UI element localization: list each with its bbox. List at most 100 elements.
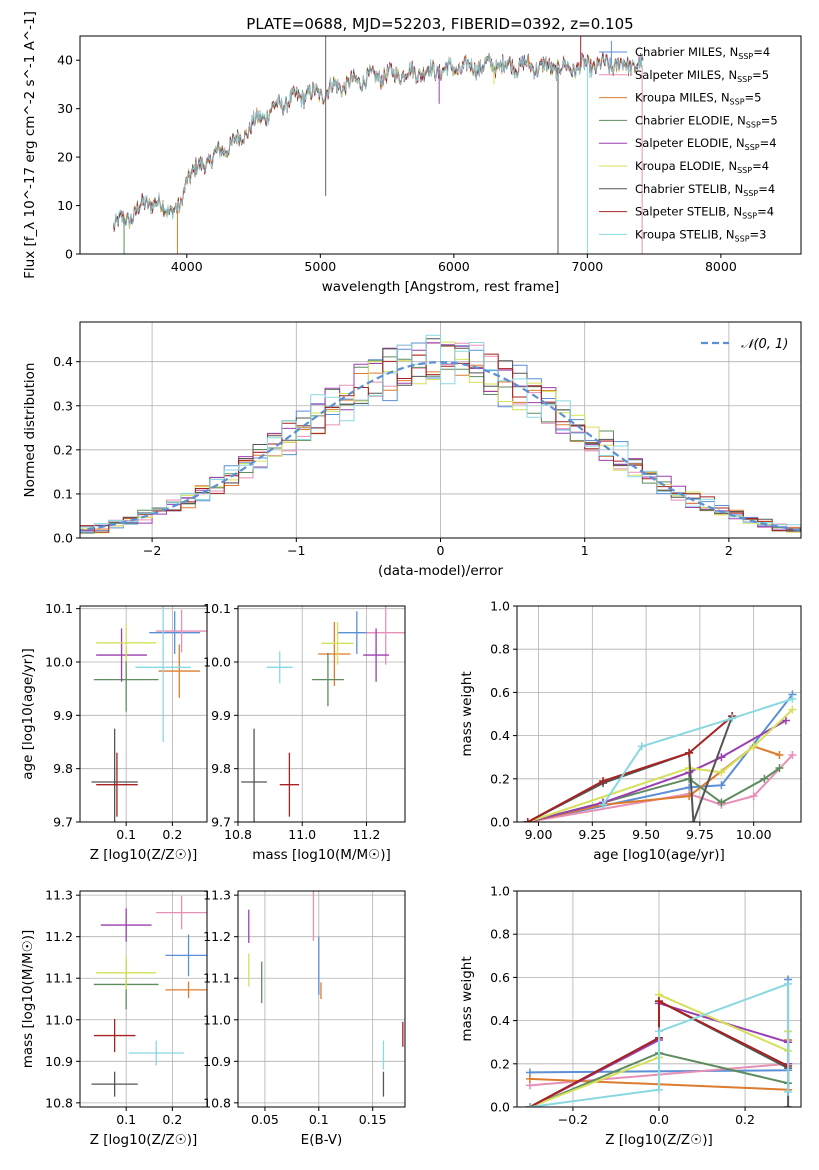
plus-marker xyxy=(784,1087,793,1096)
y-tick-label: 40 xyxy=(57,53,73,68)
errorbar-point xyxy=(165,934,207,977)
plus-marker xyxy=(781,716,790,725)
x-tick-label: 9.00 xyxy=(525,827,553,842)
y-tick-label: 1.0 xyxy=(490,884,510,899)
axes-frame xyxy=(516,605,802,823)
plus-marker xyxy=(655,997,663,1006)
axes-frame xyxy=(79,890,208,1108)
y-tick-label: 10.8 xyxy=(45,1095,73,1110)
x-tick-label: 0.2 xyxy=(162,827,182,842)
y-tick-label: 10.0 xyxy=(45,655,73,670)
legend-label: Kroupa MILES, NSSP=5 xyxy=(635,91,761,107)
y-tick-label: 9.8 xyxy=(53,761,73,776)
plus-marker xyxy=(523,818,532,822)
plus-marker xyxy=(525,1103,534,1107)
errorbar-point xyxy=(363,628,389,682)
y-tick-label: 11.1 xyxy=(203,971,231,986)
plus-marker xyxy=(717,753,726,762)
x-tick-label: −1 xyxy=(287,543,305,558)
y-tick-label: 0.0 xyxy=(490,1100,510,1115)
y-tick-label: 9.7 xyxy=(211,815,231,830)
x-tick-label: 0.1 xyxy=(309,1112,329,1127)
y-axis-label: mass weight xyxy=(459,671,475,756)
plot-area xyxy=(241,606,405,822)
y-tick-label: 9.9 xyxy=(53,708,73,723)
y-tick-label: 0.2 xyxy=(490,771,510,786)
errorbar-point xyxy=(135,606,191,742)
panel-age_vs_Z: 0.1 0.2 9.7 9.8 9.9 10.0 10.1 Z [log10(Z/Z☉)] ag… xyxy=(20,601,208,863)
y-tick-label: 10.1 xyxy=(45,601,73,616)
errorbar-point xyxy=(241,728,267,822)
errorbar-point xyxy=(96,624,157,662)
plot-area xyxy=(525,975,793,1107)
plus-marker xyxy=(775,751,784,760)
legend-label: Salpeter STELIB, NSSP=4 xyxy=(635,205,774,221)
plot-area xyxy=(91,895,207,1097)
plot-area xyxy=(113,36,644,254)
y-tick-label: 0.3 xyxy=(53,398,73,413)
y-tick-label: 0.6 xyxy=(490,685,510,700)
x-tick-label: 0.05 xyxy=(251,1112,279,1127)
axes-frame xyxy=(237,890,406,1108)
legend-label: Kroupa STELIB, NSSP=3 xyxy=(635,227,766,243)
plus-marker xyxy=(689,818,698,822)
y-tick-label: 0.8 xyxy=(490,642,510,657)
y-tick-label: 11.2 xyxy=(203,929,231,944)
y-tick-label: 11.3 xyxy=(203,888,231,903)
y-tick-label: 9.9 xyxy=(211,708,231,723)
y-axis-label: mass [log10(M/M☉)] xyxy=(20,930,36,1069)
panel-spectrum: 4000 5000 6000 7000 8000 0 10 20 30 40 wavelength … xyxy=(22,11,802,295)
x-axis-label: Z [log10(Z/Z☉)] xyxy=(90,1132,198,1148)
errorbar-point xyxy=(165,981,207,999)
y-tick-label: 9.7 xyxy=(53,815,73,830)
y-tick-label: 11.0 xyxy=(203,1012,231,1027)
weight-series xyxy=(523,705,797,822)
legend: Chabrier MILES, NSSP=4 Salpeter MILES, NS… xyxy=(599,45,778,243)
plus-marker xyxy=(599,776,608,785)
y-tick-label: 0.2 xyxy=(490,1056,510,1071)
x-axis-label: mass [log10(M/M☉)] xyxy=(252,847,391,863)
y-axis-label: Normed distribution xyxy=(22,363,38,498)
y-tick-label: 9.8 xyxy=(211,761,231,776)
x-tick-label: 0.0 xyxy=(649,1112,669,1127)
y-tick-label: 10.8 xyxy=(203,1095,231,1110)
y-tick-label: 1.0 xyxy=(490,599,510,614)
x-tick-label: 11.0 xyxy=(288,827,316,842)
y-tick-label: 0.1 xyxy=(53,486,73,501)
plus-marker xyxy=(637,742,646,751)
errorbar-point xyxy=(96,752,138,817)
y-tick-label: 0 xyxy=(65,247,73,262)
x-tick-label: −2 xyxy=(143,543,161,558)
x-tick-label: −0.2 xyxy=(558,1112,588,1127)
weight-line xyxy=(529,999,789,1107)
plus-marker xyxy=(788,694,797,703)
errorbar-point xyxy=(279,752,300,817)
legend-label: Salpeter MILES, NSSP=5 xyxy=(635,68,769,84)
y-tick-label: 20 xyxy=(57,150,73,165)
figure-title: PLATE=0688, MJD=52203, FIBERID=0392, z=0… xyxy=(246,15,633,33)
y-tick-label: 10.0 xyxy=(203,655,231,670)
x-tick-label: 9.75 xyxy=(686,827,714,842)
plus-marker xyxy=(784,1103,793,1107)
x-tick-label: 0.15 xyxy=(359,1112,387,1127)
x-axis-label: Z [log10(Z/Z☉)] xyxy=(90,847,198,863)
errorbar-point xyxy=(321,622,354,665)
plot-area xyxy=(80,334,801,536)
weight-line xyxy=(602,697,793,806)
plus-marker xyxy=(775,764,784,772)
y-tick-label: 11.3 xyxy=(45,888,73,903)
legend-label: Chabrier ELODIE, NSSP=5 xyxy=(635,113,778,129)
axes-frame xyxy=(79,35,802,255)
y-tick-label: 0.4 xyxy=(53,354,73,369)
plus-marker xyxy=(749,742,758,751)
y-axis-label: Flux [f_λ 10^-17 erg cm^-2 s^-1 A^-1] xyxy=(22,11,38,279)
plot-area xyxy=(248,891,404,1097)
x-tick-label: 10.8 xyxy=(224,827,252,842)
plus-marker xyxy=(525,1074,534,1083)
x-axis-label: wavelength [Angstrom, rest frame] xyxy=(322,279,560,295)
errorbar-point xyxy=(366,606,405,665)
y-tick-label: 0.6 xyxy=(490,970,510,985)
normal-curve xyxy=(80,360,801,532)
x-axis-label: (data-model)/error xyxy=(378,563,504,579)
errorbar-point xyxy=(91,1071,138,1097)
